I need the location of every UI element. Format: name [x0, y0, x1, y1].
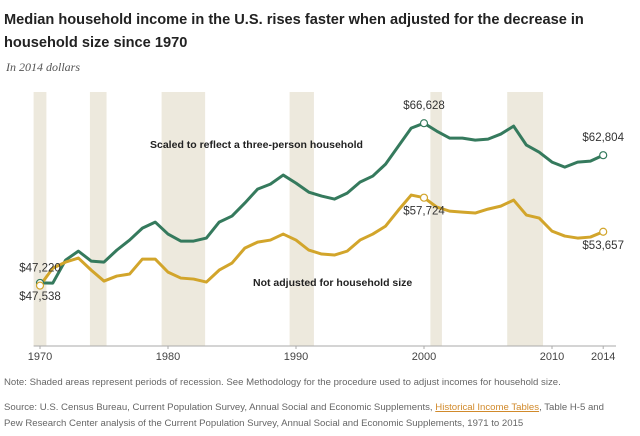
value-label: $62,804: [582, 132, 624, 144]
note: Note: Shaded areas represent periods of …: [4, 377, 561, 388]
source: Pew Research Center analysis of the Curr…: [4, 418, 524, 429]
point-marker: [35, 281, 45, 290]
x-tick-label: 2010: [540, 351, 564, 363]
x-tick-label: 2014: [591, 351, 615, 363]
x-tick-label: 1970: [28, 351, 52, 363]
source-link[interactable]: Historical Income Tables: [435, 402, 540, 413]
value-label: $53,657: [582, 240, 624, 252]
recession-band: [161, 92, 206, 346]
point-marker: [599, 151, 608, 160]
series-line: [39, 121, 604, 285]
source: Source: U.S. Census Bureau, Current Popu…: [4, 402, 604, 413]
value-label: $47,220: [19, 263, 61, 275]
point-marker: [419, 119, 429, 128]
chart-subtitle: In 2014 dollars: [6, 60, 81, 74]
value-label: $66,628: [403, 100, 445, 112]
x-tick-label: 1990: [284, 351, 308, 363]
series-label: Scaled to reflect a three-person househo…: [150, 139, 363, 151]
series-label: Not adjusted for household size: [253, 277, 412, 289]
x-tick-label: 2000: [412, 351, 436, 363]
recession-band: [89, 92, 107, 346]
source-text: , Table H-5 and: [539, 402, 604, 413]
x-tick-label: 1980: [156, 351, 180, 363]
chart-title: household size since 1970: [4, 35, 188, 51]
point-marker: [599, 227, 608, 236]
recession-band: [430, 92, 442, 346]
recession-band: [289, 92, 314, 346]
recession-band: [33, 92, 47, 346]
series-line: [38, 193, 604, 287]
value-label: $57,724: [403, 206, 445, 218]
source-text: Source: U.S. Census Bureau, Current Popu…: [4, 402, 433, 413]
point-marker: [419, 193, 429, 202]
chart-title: Median household income in the U.S. rise…: [4, 12, 584, 28]
value-label: $47,538: [19, 291, 61, 303]
